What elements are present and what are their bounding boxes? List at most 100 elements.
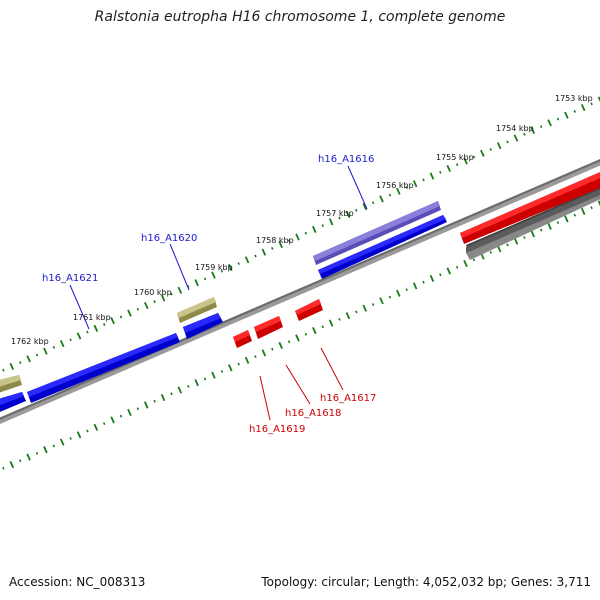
scale-major-tick (530, 230, 536, 238)
gene-blue-forward-2[interactable] (183, 313, 223, 339)
tick-label-1758: 1758 kbp (256, 236, 294, 245)
gene-h16-A1616[interactable] (313, 201, 441, 265)
scale-major-tick (446, 164, 452, 173)
scale-minor-tick (422, 280, 425, 284)
gene-label-h16-A1618: h16_A1618 (285, 408, 341, 419)
scale-minor-tick (506, 243, 509, 247)
scale-major-tick (597, 96, 600, 103)
tick-label-1757: 1757 kbp (316, 209, 354, 218)
scale-major-tick (110, 416, 115, 424)
scale-minor-tick (422, 178, 425, 182)
scale-minor-tick (119, 414, 123, 418)
scale-minor-tick (287, 239, 291, 243)
scale-minor-tick (371, 303, 375, 306)
scale-minor-tick (136, 307, 140, 311)
scale-major-tick (143, 301, 149, 310)
scale-minor-tick (153, 300, 156, 304)
scale-minor-tick (556, 117, 560, 121)
scale-major-tick (278, 241, 283, 249)
gene-red-forward[interactable] (460, 170, 600, 244)
scale-major-tick (160, 294, 166, 302)
scale-major-tick (362, 202, 367, 211)
scale-major-tick (59, 438, 65, 446)
scale-minor-tick (35, 451, 39, 455)
scale-major-tick (228, 263, 233, 272)
scale-minor-tick (254, 254, 257, 258)
scale-minor-tick (321, 224, 324, 228)
scale-minor-tick (321, 325, 324, 329)
scale-minor-tick (590, 102, 593, 106)
scale-minor-tick (103, 323, 106, 326)
scale-minor-tick (69, 437, 72, 440)
scale-major-tick (9, 460, 15, 469)
scale-major-tick (194, 379, 199, 387)
scale-minor-tick (338, 216, 341, 220)
scale-minor-tick (355, 208, 358, 212)
scale-minor-tick (35, 353, 39, 357)
scale-major-tick (177, 386, 183, 394)
scale-major-tick (127, 408, 132, 417)
scale-major-tick (228, 364, 233, 372)
gene-blue-forward-1[interactable] (318, 215, 447, 279)
scale-major-tick (43, 347, 48, 355)
genome-summary-text: Topology: circular; Length: 4,052,032 bp… (261, 575, 591, 589)
scale-major-tick (211, 271, 216, 279)
scale-minor-tick (556, 221, 560, 225)
scale-minor-tick (388, 193, 392, 197)
scale-minor-tick (439, 273, 442, 277)
scale-minor-tick (2, 368, 5, 372)
scale-major-tick (328, 218, 334, 226)
scale-major-tick (261, 248, 267, 256)
gene-h16-A1617[interactable] (295, 299, 323, 321)
label-leaders (69, 165, 368, 421)
gene-labels: h16_A1616 h16_A1620 h16_A1621 h16_A1617 … (42, 154, 376, 435)
scale-minor-tick (220, 370, 224, 373)
gene-h16-A1619[interactable] (233, 330, 252, 348)
scale-major-tick (312, 225, 317, 233)
scale-minor-tick (573, 109, 577, 113)
scale-minor-tick (371, 201, 375, 205)
scale-major-tick (244, 356, 250, 364)
scale-minor-tick (539, 228, 543, 232)
scale-major-tick (513, 237, 519, 245)
gene-h16-A1618[interactable] (254, 316, 283, 339)
gene-blue-forward-left[interactable] (0, 392, 26, 414)
scale-major-tick (412, 180, 418, 188)
scale-major-tick (564, 111, 569, 119)
gene-h16-A1620[interactable] (177, 297, 217, 323)
scale-major-tick (194, 279, 199, 287)
scale-major-tick (513, 134, 519, 142)
scale-minor-tick (153, 399, 156, 403)
gene-label-h16-A1617: h16_A1617 (320, 393, 376, 404)
scale-minor-tick (52, 345, 56, 349)
scale-minor-tick (304, 231, 308, 235)
scale-minor-tick (52, 444, 56, 448)
scale-minor-tick (271, 347, 274, 351)
gene-label-h16-A1619: h16_A1619 (249, 424, 305, 435)
gene-label-h16-A1616: h16_A1616 (318, 154, 374, 165)
tick-label-1753: 1753 kbp (555, 94, 593, 103)
gene-label-h16-A1620: h16_A1620 (141, 233, 197, 244)
scale-major-tick (412, 282, 418, 290)
tick-label-1754: 1754 kbp (496, 124, 534, 133)
gene-h16-A1621[interactable] (27, 333, 180, 403)
scale-minor-tick (472, 258, 476, 262)
scale-minor-tick (523, 236, 526, 239)
gene-gray-reverse[interactable] (466, 185, 600, 260)
scale-major-tick (429, 274, 435, 283)
scale-major-tick (396, 289, 401, 297)
scale-minor-tick (304, 332, 308, 336)
scale-major-tick (160, 393, 166, 402)
scale-major-tick (480, 149, 485, 157)
scale-major-tick (379, 297, 384, 305)
scale-major-tick (261, 349, 267, 357)
backbone (0, 159, 600, 424)
scale-major-tick (547, 222, 552, 230)
gene-yellow-left[interactable] (0, 375, 22, 394)
scale-minor-tick (523, 132, 526, 136)
scale-major-tick (597, 200, 600, 207)
scale-major-tick (9, 362, 15, 370)
scale-minor-tick (539, 125, 543, 129)
scale-labels: 1753 kbp 1754 kbp 1755 kbp 1756 kbp 1757… (11, 94, 593, 346)
